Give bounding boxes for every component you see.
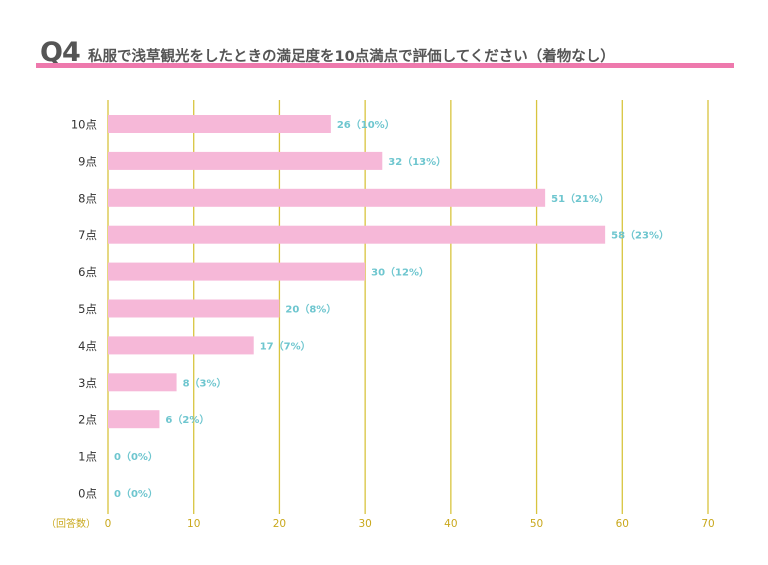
x-tick-label-10: 10 [187,518,200,530]
bar-value-label-0: 26（10%） [337,118,395,131]
x-tick-label-0: 0 [105,518,112,530]
x-axis-label: （回答数） [46,517,96,530]
bar-value-label-5: 20（8%） [285,303,336,316]
category-label-9: 1点 [78,450,97,464]
bar-3 [108,225,606,244]
x-tick-label-30: 30 [358,518,371,530]
category-label-6: 4点 [78,339,97,353]
bar-5 [108,299,280,318]
question-text: 私服で浅草観光をしたときの満足度を10点満点で評価してください（着物なし） [88,49,615,65]
bar-7 [108,373,177,392]
bar-value-label-7: 8（3%） [183,376,227,389]
question-number: Q4 [40,37,81,68]
bar-value-label-6: 17（7%） [260,339,311,352]
question-header: Q4 私服で浅草観光をしたときの満足度を10点満点で評価してください（着物なし） [36,36,734,72]
bar-0 [108,115,331,133]
title-underline-bar [36,63,734,68]
category-label-10: 0点 [78,487,97,501]
bar-4 [108,262,366,281]
category-label-8: 2点 [78,413,97,427]
x-tick-label-20: 20 [273,518,286,530]
x-tick-label-50: 50 [530,518,543,530]
bar-value-label-4: 30（12%） [371,266,429,279]
bar-2 [108,188,546,207]
x-axis-ticks: 0 10 20 30 40 50 60 70 [105,518,715,530]
bar-1 [108,151,383,170]
bar-value-label-2: 51（21%） [551,192,609,205]
x-tick-label-60: 60 [616,518,629,530]
bar-value-label-3: 58（23%） [611,229,669,242]
category-label-5: 5点 [78,302,97,316]
category-labels: 10点 9点 8点 7点 6点 5点 4点 3点 2点 1点 0点 [71,118,97,501]
bar-value-label-10: 0（0%） [114,487,158,500]
category-label-2: 8点 [78,191,97,205]
bar-value-labels: 26（10%） 32（13%） 51（21%） 58（23%） 30（12%） 20（8%… [114,118,669,500]
category-label-3: 7点 [78,228,97,242]
x-tick-label-70: 70 [701,518,714,530]
bars [108,115,606,429]
bar-6 [108,336,254,355]
category-label-4: 6点 [78,265,97,279]
category-label-0: 10点 [71,118,97,132]
bar-value-label-8: 6（2%） [165,413,209,426]
bar-value-label-9: 0（0%） [114,450,158,463]
x-tick-label-40: 40 [444,518,457,530]
category-label-1: 9点 [78,154,97,168]
bar-value-label-1: 32（13%） [388,155,446,168]
category-label-7: 3点 [78,376,97,390]
bar-8 [108,410,160,429]
